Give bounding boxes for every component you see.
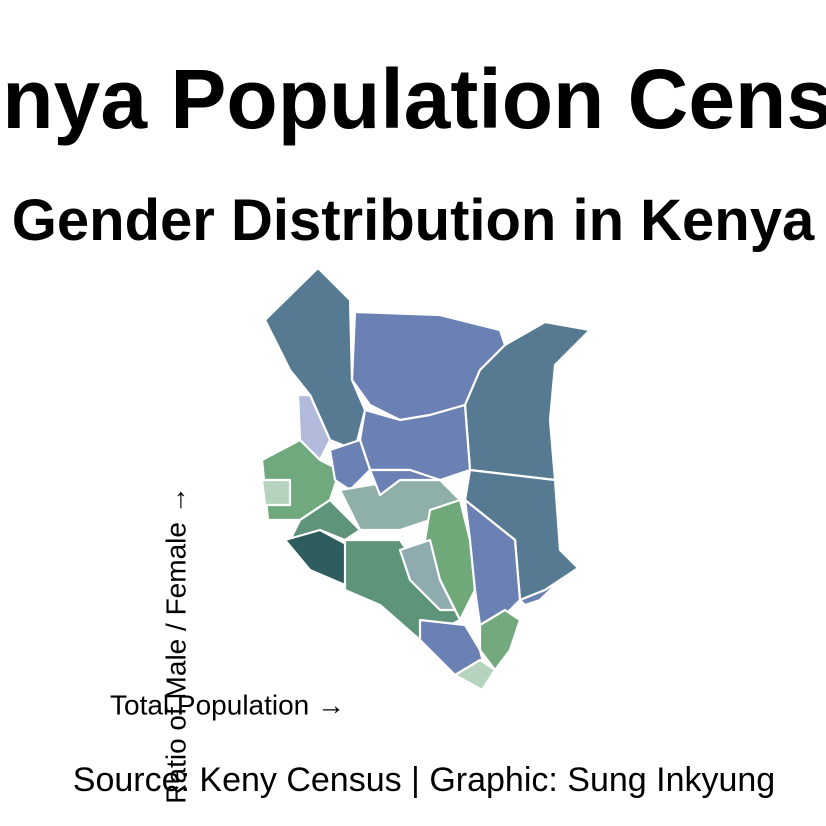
kenya-map	[260, 266, 592, 692]
region	[518, 578, 562, 607]
region	[368, 468, 442, 497]
legend-y-label: Ratio of Male / Female →	[160, 486, 191, 803]
title: Kenya Population Census	[0, 52, 826, 146]
region	[463, 320, 592, 482]
region	[263, 266, 367, 452]
region	[398, 538, 457, 612]
region	[478, 608, 522, 672]
region	[296, 393, 332, 462]
region	[328, 438, 372, 492]
caption: Source: Keny Census | Graphic: Sung Inky…	[73, 761, 775, 799]
region	[260, 478, 292, 507]
subtitle: Gender Distribution in Kenya	[12, 188, 815, 253]
legend-x-label: Total Population →	[110, 689, 345, 720]
